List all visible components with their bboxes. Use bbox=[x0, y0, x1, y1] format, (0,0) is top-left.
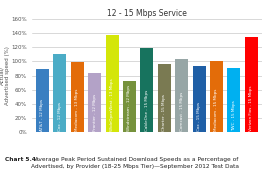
Y-axis label: Actual/
Advertised speed (%): Actual/ Advertised speed (%) bbox=[0, 46, 10, 105]
Bar bbox=[193, 66, 206, 132]
Text: Charter - 15 Mbps: Charter - 15 Mbps bbox=[162, 94, 166, 131]
Bar bbox=[245, 37, 258, 132]
Text: TWC - 15 Mbps: TWC - 15 Mbps bbox=[232, 101, 236, 131]
Text: Mediacom - 13 Mbps: Mediacom - 13 Mbps bbox=[75, 89, 79, 131]
Text: AT&T - 12 Mbps: AT&T - 12 Mbps bbox=[41, 99, 45, 131]
Text: Chart 5.4:: Chart 5.4: bbox=[5, 157, 39, 162]
Text: Mediacom - 15 Mbps: Mediacom - 15 Mbps bbox=[214, 89, 218, 131]
Bar bbox=[140, 48, 153, 132]
Bar bbox=[210, 61, 223, 132]
Title: 12 - 15 Mbps Service: 12 - 15 Mbps Service bbox=[107, 9, 187, 18]
Bar bbox=[158, 64, 171, 132]
Bar bbox=[88, 73, 101, 132]
Text: Comcast - 15 Mbps: Comcast - 15 Mbps bbox=[180, 92, 184, 131]
Bar bbox=[53, 54, 66, 132]
Text: Cox - 15 Mbps: Cox - 15 Mbps bbox=[197, 102, 201, 131]
Bar bbox=[175, 59, 188, 132]
Text: Average Peak Period Sustained Download Speeds as a Percentage of
Advertised, by : Average Peak Period Sustained Download S… bbox=[31, 157, 239, 169]
Bar bbox=[71, 62, 84, 132]
Bar bbox=[123, 81, 136, 132]
Text: Verizon Fios - 15 Mbps: Verizon Fios - 15 Mbps bbox=[249, 86, 253, 131]
Bar bbox=[227, 68, 240, 132]
Text: WideOpenWest - 13 Mbps: WideOpenWest - 13 Mbps bbox=[110, 79, 114, 131]
Bar bbox=[36, 69, 49, 132]
Text: CableOne - 15 Mbps: CableOne - 15 Mbps bbox=[145, 90, 149, 131]
Text: Windstream - 12 Mbps: Windstream - 12 Mbps bbox=[127, 85, 131, 131]
Bar bbox=[105, 35, 119, 132]
Text: Cox - 12 Mbps: Cox - 12 Mbps bbox=[58, 102, 62, 131]
Text: Frontier - 12 Mbps: Frontier - 12 Mbps bbox=[93, 94, 97, 131]
